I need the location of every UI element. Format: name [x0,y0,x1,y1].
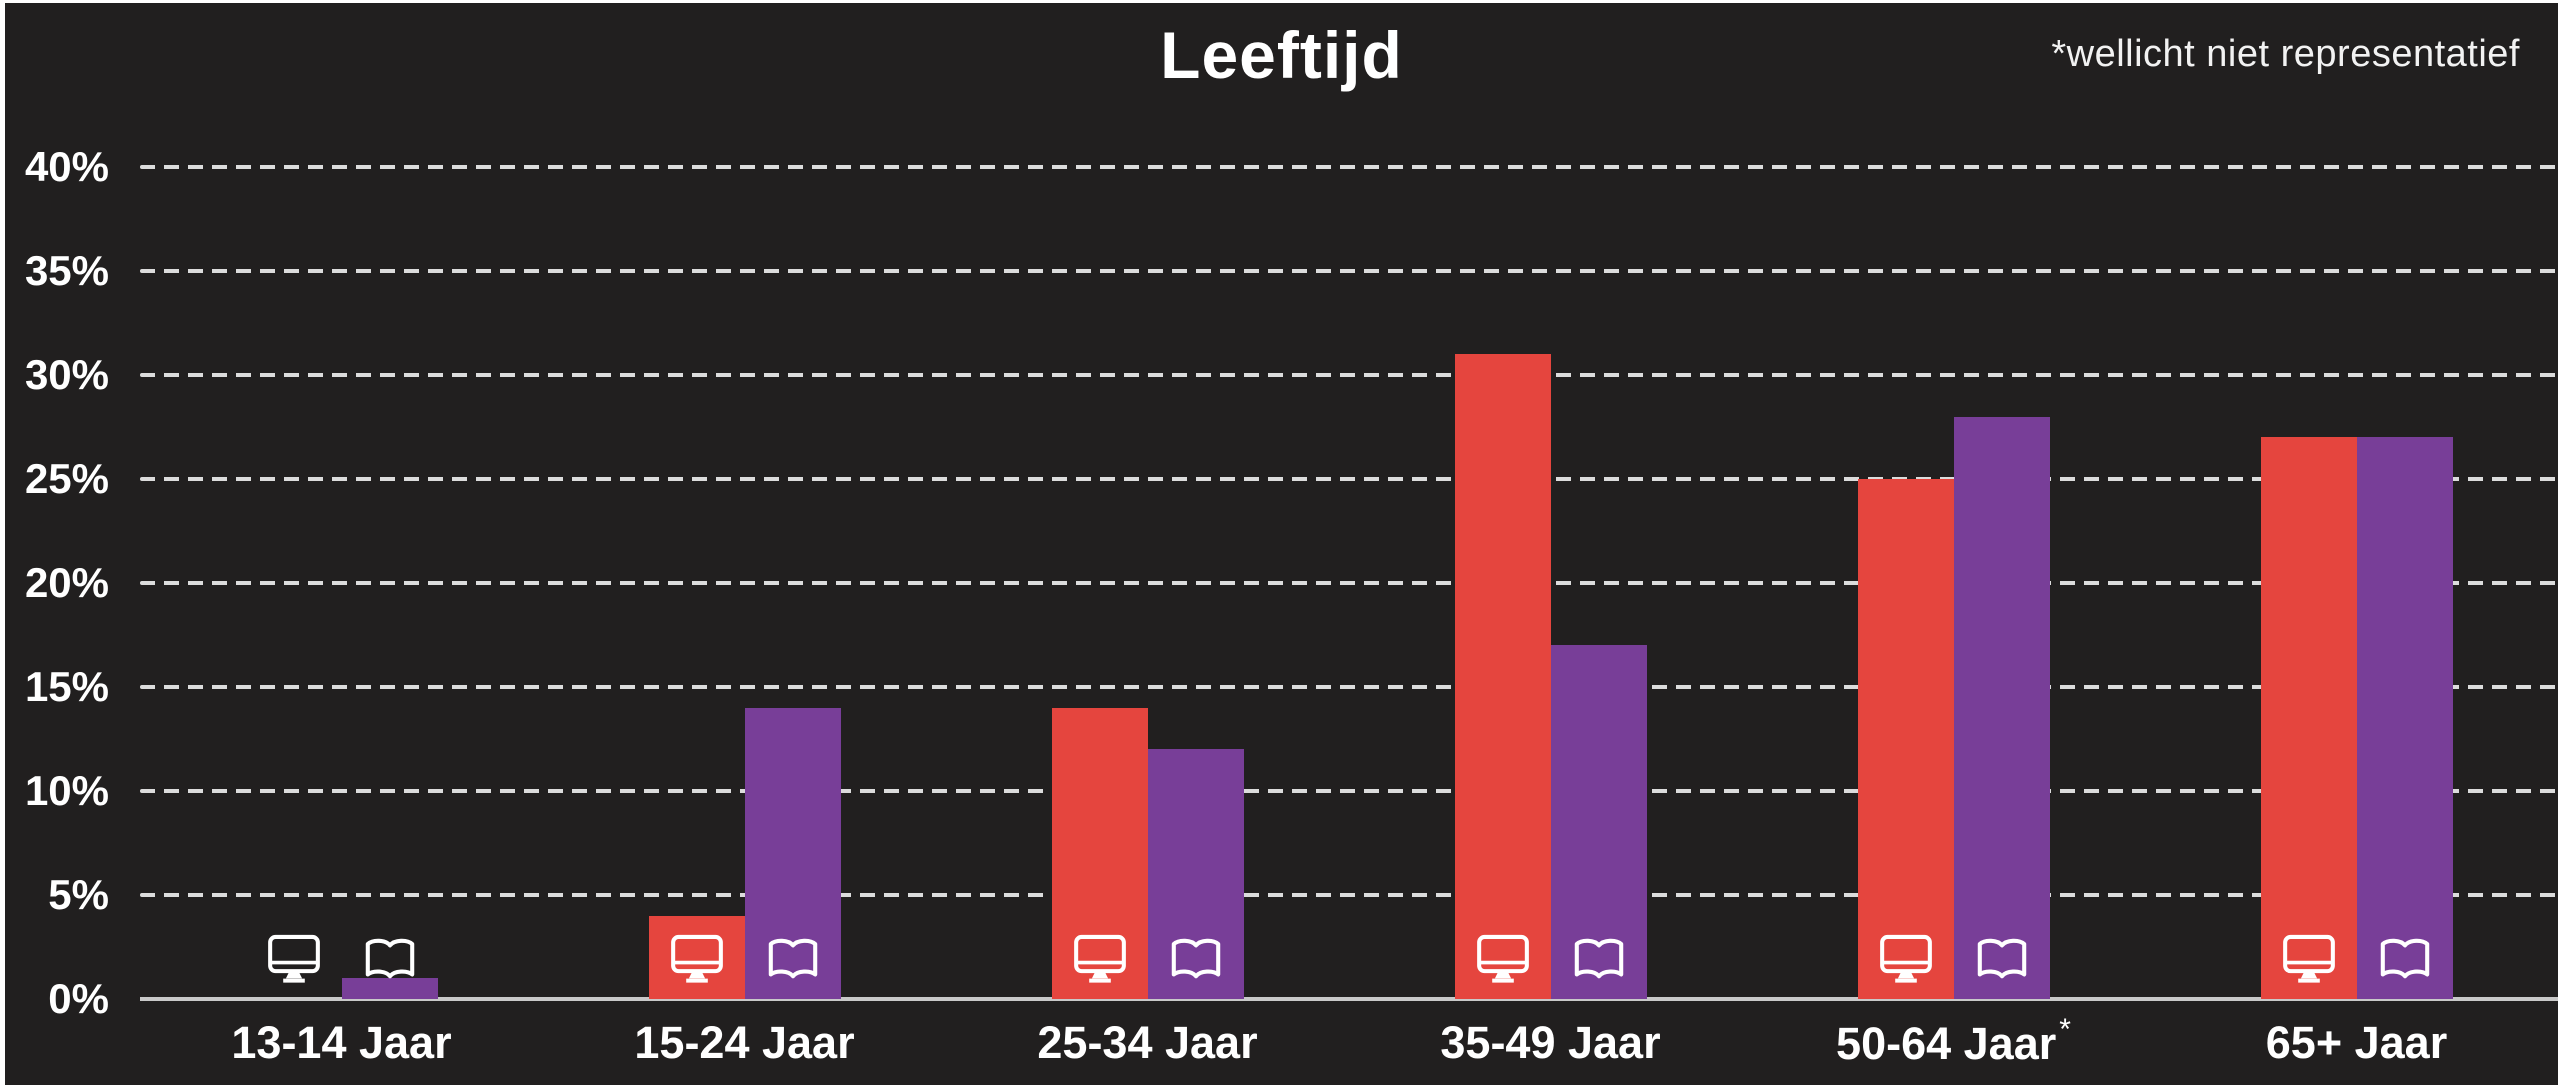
monitor-icon [267,933,321,985]
x-axis-label-wrap: 13-14 Jaar [100,1017,583,1069]
bar-boek-50-64-jaar [1953,417,2050,999]
bar-group-1: 13-14 Jaar [140,3,543,1085]
bar-tv-65+-jaar [2260,437,2357,999]
bar-tv-50-64-jaar [1857,479,1954,999]
book-icon [764,933,822,985]
gridline-20pct [140,581,2558,585]
bar-group-5: 50-64 Jaar * [1752,3,2155,1085]
y-axis-label-35: 35% [24,247,109,294]
chart-panel: Leeftijd *wellicht niet representatief 4… [5,3,2558,1085]
gridline-30pct [140,373,2558,377]
gridline-15pct [140,685,2558,689]
y-axis-label-20: 20% [24,559,109,606]
x-axis-label-wrap: 35-49 Jaar [1309,1017,1792,1069]
bar-pair [246,89,438,999]
bar-group-6: 65+ Jaar [2155,3,2558,1085]
x-axis-label: 35-49 Jaar [1440,1017,1661,1068]
x-axis-label-wrap: 25-34 Jaar [906,1017,1389,1069]
bar-boek-35-49-jaar [1550,645,1647,999]
book-icon [1973,933,2031,985]
monitor-icon [2282,933,2336,985]
bar-boek-65+-jaar [2356,437,2453,999]
bar-group-4: 35-49 Jaar [1349,3,1752,1085]
y-axis-label-10: 10% [24,767,109,814]
bar-tv-25-34-jaar [1051,708,1148,999]
gridline-35pct [140,269,2558,273]
gridline-5pct [140,893,2558,897]
monitor-icon [1073,933,1127,985]
gridline-25pct [140,477,2558,481]
y-axis-label-30: 30% [24,351,109,398]
book-icon [1167,933,1225,985]
x-axis-line [140,997,2558,1001]
x-axis-label-wrap: 15-24 Jaar [503,1017,986,1069]
bar-pair [1454,89,1647,999]
bar-boek-15-24-jaar [744,708,841,999]
footnote-mark: * [2059,1013,2071,1046]
book-icon [1570,933,1628,985]
monitor-icon [1476,933,1530,985]
x-axis-label-wrap: 50-64 Jaar * [1712,1013,2195,1070]
book-icon [361,933,419,985]
x-axis-label: 13-14 Jaar [231,1017,452,1068]
y-axis-label-5: 5% [48,871,109,918]
book-icon [2376,933,2434,985]
bar-tv-35-49-jaar [1454,354,1551,999]
gridline-40pct [140,165,2558,169]
y-axis-label-25: 25% [24,455,109,502]
monitor-icon [1879,933,1933,985]
x-axis-label: 25-34 Jaar [1037,1017,1258,1068]
bar-pair [1857,89,2050,999]
bar-tv-15-24-jaar [648,916,745,999]
gridline-10pct [140,789,2558,793]
x-axis-label: 65+ Jaar [2265,1017,2448,1068]
footnote-annotation: *wellicht niet representatief [2051,33,2520,75]
bar-pair [2260,89,2453,999]
y-axis-label-15: 15% [24,663,109,710]
bar-pair [1051,89,1244,999]
plot-area: 40% 35% 30% 25% 20% 15% 10% 5% 0% 13-14 Jaar 15-24… [5,3,2558,1085]
bar-groups: 13-14 Jaar 15-24 Jaar 25-34 Jaar 35-49 Jaar… [140,3,2558,1085]
bar-group-3: 25-34 Jaar [946,3,1349,1085]
monitor-icon [670,933,724,985]
y-axis-label-40: 40% [24,143,109,190]
x-axis-label-wrap: 65+ Jaar [2115,1017,2562,1069]
x-axis-label: 50-64 Jaar [1836,1018,2057,1069]
bar-group-2: 15-24 Jaar [543,3,946,1085]
bar-boek-25-34-jaar [1147,749,1244,999]
chart-title: Leeftijd [1160,18,1403,92]
x-axis-label: 15-24 Jaar [634,1017,855,1068]
bar-pair [648,89,841,999]
bar-boek-13-14-jaar [341,978,438,999]
y-axis-label-0: 0% [48,975,109,1022]
